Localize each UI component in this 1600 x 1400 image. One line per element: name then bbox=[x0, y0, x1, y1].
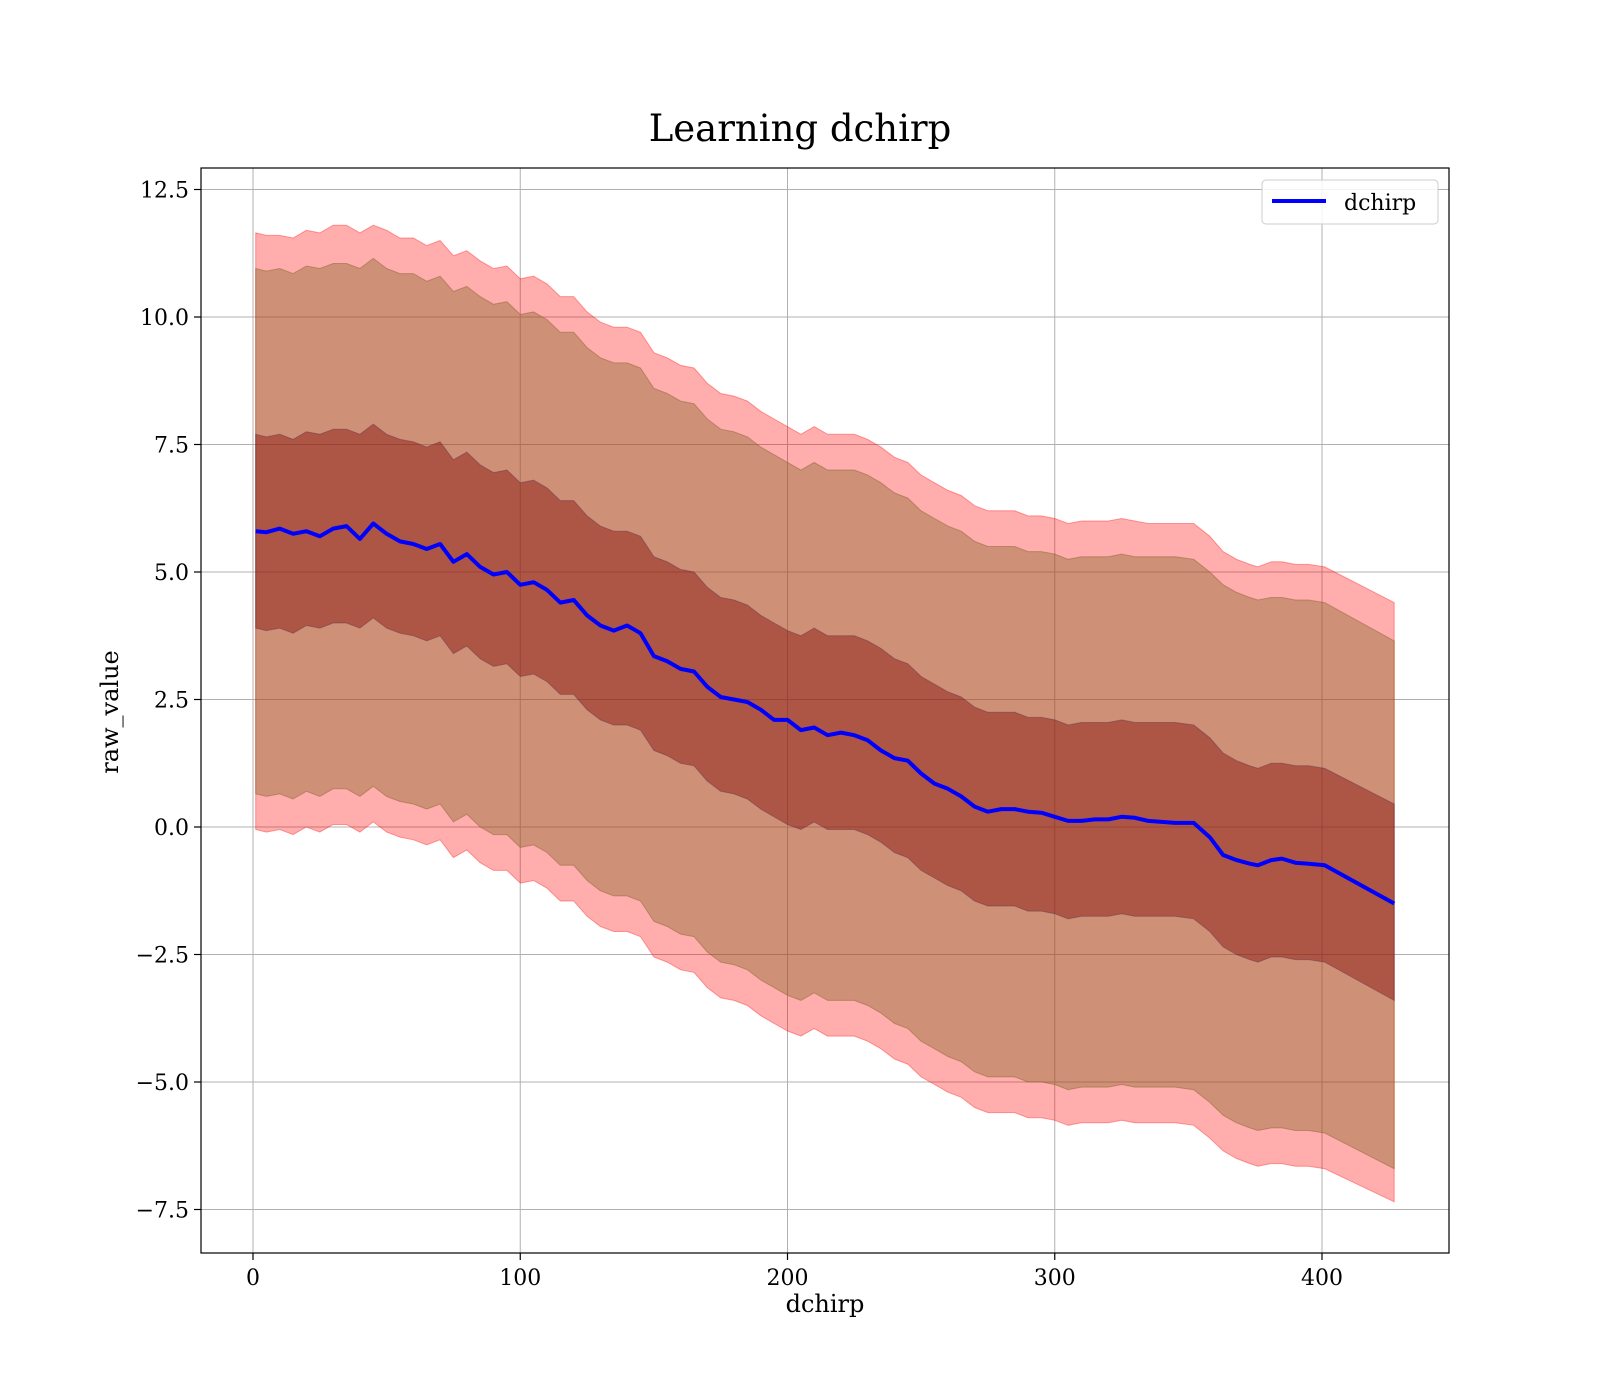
legend-entry-dchirp: dchirp bbox=[1344, 191, 1416, 216]
y-tick-label: 5.0 bbox=[154, 561, 189, 586]
y-tick-label: 10.0 bbox=[140, 306, 189, 331]
y-tick-label: 0.0 bbox=[154, 816, 189, 841]
series-line-dchirp bbox=[255, 521, 1396, 906]
legend: dchirp bbox=[1261, 179, 1439, 225]
plot-frame bbox=[200, 167, 1450, 1254]
band-inner bbox=[255, 257, 1395, 1170]
y-ticks: −7.5 −5.0 −2.5 0.0 2.5 5.0 7.5 10.0 12.5 bbox=[136, 179, 201, 1224]
band-outer bbox=[255, 224, 1395, 1203]
x-tick-label: 0 bbox=[246, 1266, 260, 1291]
x-ticks: 0 100 200 300 400 bbox=[246, 1253, 1343, 1291]
y-tick-label: 2.5 bbox=[154, 689, 189, 714]
legend-box bbox=[1261, 179, 1439, 225]
y-tick-label: 7.5 bbox=[154, 434, 189, 459]
x-tick-label: 400 bbox=[1301, 1266, 1343, 1291]
chart-title: Learning dchirp bbox=[649, 107, 952, 150]
x-tick-label: 200 bbox=[767, 1266, 809, 1291]
y-tick-label: −7.5 bbox=[136, 1199, 189, 1224]
series-lines bbox=[255, 521, 1396, 906]
y-tick-label: −2.5 bbox=[136, 944, 189, 969]
bands bbox=[255, 224, 1395, 1203]
grid bbox=[201, 168, 1449, 1253]
y-axis-label: raw_value bbox=[96, 650, 124, 774]
x-tick-label: 300 bbox=[1034, 1266, 1076, 1291]
x-axis-label: dchirp bbox=[786, 1290, 865, 1318]
band-center bbox=[255, 423, 1395, 1002]
y-tick-label: −5.0 bbox=[136, 1071, 189, 1096]
x-tick-label: 100 bbox=[499, 1266, 541, 1291]
y-tick-label: 12.5 bbox=[140, 179, 189, 204]
